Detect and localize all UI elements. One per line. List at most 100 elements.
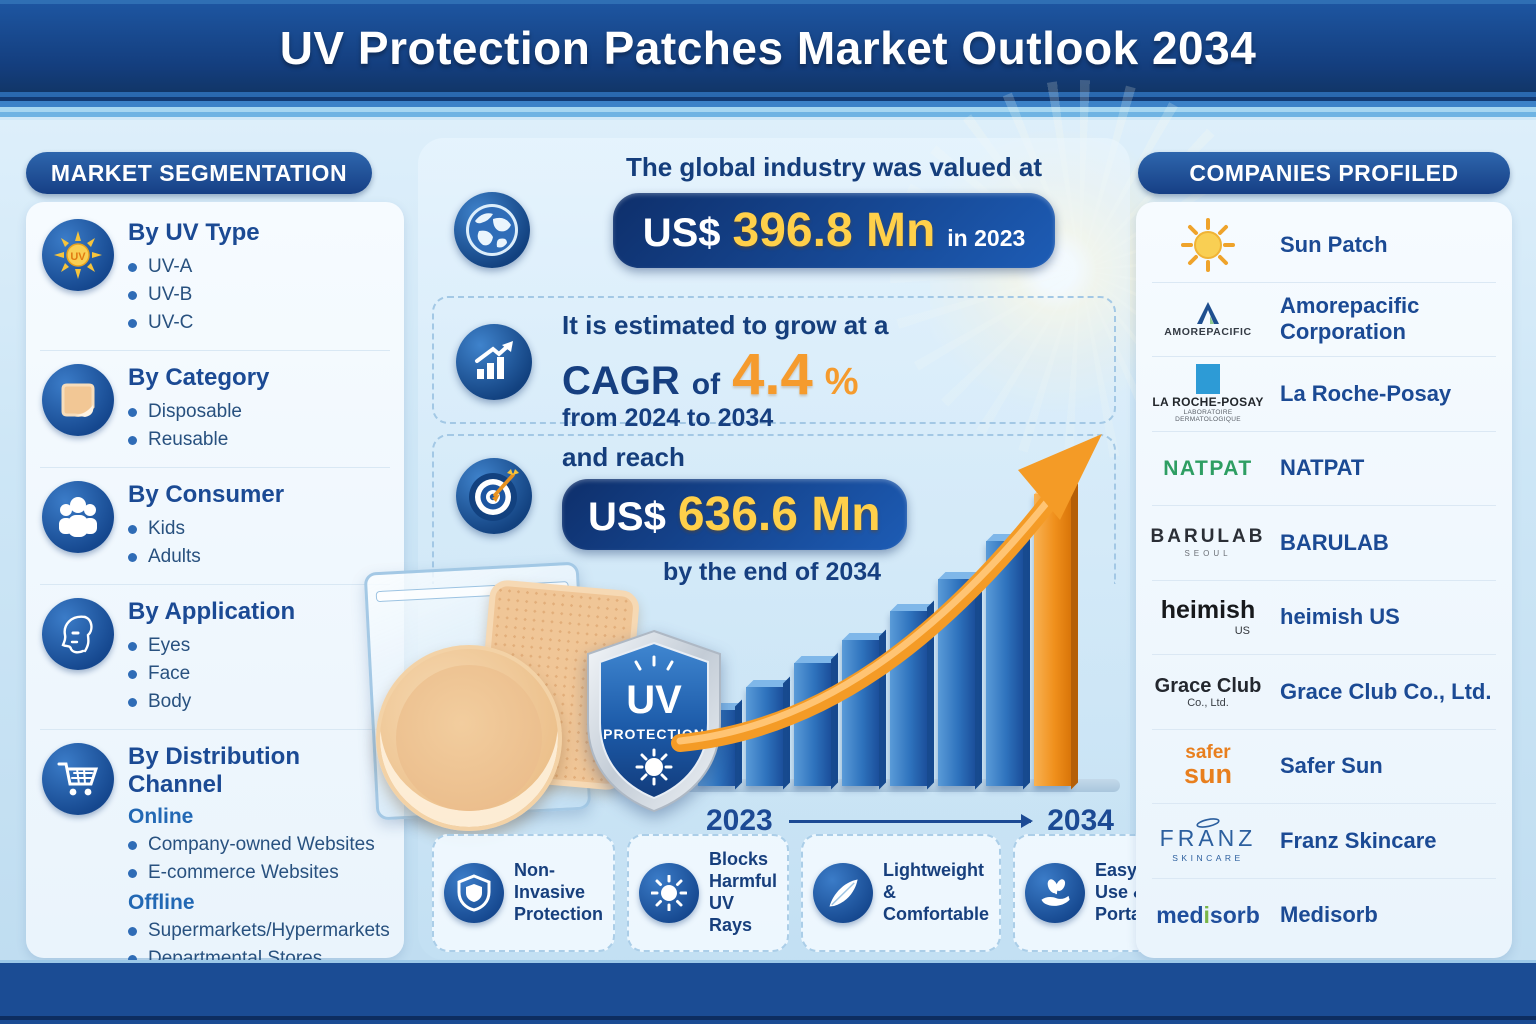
company-name: Grace Club Co., Ltd. (1280, 678, 1492, 704)
list-item: Adults (128, 543, 284, 571)
timeline-arrow-icon (788, 813, 1033, 828)
la-roche-posay-logo: LA ROCHE-POSAY LABORATOIRE DERMATOLOGIQU… (1152, 364, 1264, 423)
svg-text:UV: UV (70, 251, 86, 263)
chart-timeline: 2023 2034 (706, 804, 1114, 838)
company-row: heimish US heimish US (1152, 581, 1496, 655)
company-name: Safer Sun (1280, 753, 1383, 779)
franz-skincare-logo: FRANZ SKINCARE (1152, 818, 1264, 863)
list-item-label: Disposable (148, 401, 242, 422)
bullet-dot (128, 669, 137, 679)
logo-text: NATPAT (1163, 456, 1253, 480)
valuation-value: 396.8 Mn (732, 204, 936, 257)
company-row: safer sun Safer Sun (1152, 730, 1496, 804)
market-segmentation-panel: MARKET SEGMENTATION UV By UV T (26, 152, 404, 997)
logo-text-accent: i (1203, 901, 1210, 928)
segment-title: By Consumer (128, 481, 285, 508)
segment-uv-type: UV By UV Type UV-A UV-B UV-C (40, 206, 390, 351)
company-row: Sun Patch (1152, 208, 1496, 283)
timeline-end-label: 2034 (1047, 804, 1114, 837)
valuation-pill: US$ 396.8 Mn in 2023 (612, 193, 1056, 268)
segmentation-box: UV By UV Type UV-A UV-B UV-C (26, 202, 404, 997)
svg-text:UV: UV (626, 678, 682, 722)
channel-offline-label: Offline (128, 891, 195, 914)
currency-label: US$ (588, 495, 666, 539)
logo-text: AMOREPACIFIC (1164, 325, 1252, 338)
segmentation-header: MARKET SEGMENTATION (26, 152, 372, 194)
company-name: BARULAB (1280, 529, 1389, 555)
sun-icon (639, 863, 699, 923)
heimish-logo: heimish US (1152, 597, 1264, 637)
list-item-label: E-commerce Websites (148, 862, 339, 883)
cagr-intro: It is estimated to grow at a (562, 310, 889, 340)
logo-square (1196, 364, 1220, 395)
amorepacific-logo: AMOREPACIFIC (1152, 300, 1264, 339)
list-item-label: Adults (148, 546, 201, 567)
company-name: NATPAT (1280, 455, 1365, 481)
feature-label: Non-Invasive Protection (514, 860, 604, 924)
bullet-dot (128, 868, 137, 878)
bullet-dot (128, 641, 137, 651)
logo-subtext: sun (1183, 758, 1232, 789)
list-item-label: UV-B (148, 284, 193, 305)
list-item: Body (128, 688, 295, 716)
list-item: Reusable (128, 426, 269, 454)
company-row: BARULAB SEOUL BARULAB (1150, 506, 1496, 581)
bar (986, 541, 1023, 786)
valuation-intro: The global industry was valued at (625, 152, 1043, 182)
logo-text: LA ROCHE-POSAY (1152, 395, 1264, 410)
company-name: heimish US (1280, 604, 1400, 630)
banner-stripes-decoration (0, 92, 1536, 120)
uv-protection-shield-badge: UV PROTECTION (587, 629, 721, 813)
logo-subtext: Co., Ltd. (1187, 696, 1229, 709)
sun-uv-icon: UV (42, 219, 114, 291)
logo-text: BARULAB (1150, 525, 1266, 547)
logo-text: sorb (1209, 901, 1260, 928)
list-item-label: Face (148, 663, 191, 684)
company-row: med i sorb Medisorb (1152, 879, 1496, 953)
list-item-label: Body (148, 691, 192, 712)
bullet-dot (128, 290, 137, 300)
list-item: Eyes (128, 632, 295, 660)
bullet-dot (128, 524, 137, 534)
feather-icon (813, 863, 874, 923)
market-stats-panel: The global industry was valued at US$ 39… (363, 138, 1180, 960)
company-name: Amorepacific Corporation (1280, 293, 1420, 345)
globe-icon (454, 192, 530, 268)
company-name: Sun Patch (1280, 231, 1388, 257)
bar-2034-highlight (1034, 494, 1071, 786)
list-item-label: UV-C (148, 312, 194, 333)
list-item-label: Eyes (148, 635, 191, 656)
companies-box: Sun Patch AMOREPACIFIC Amorepacific Corp… (1136, 202, 1512, 958)
bullet-dot (128, 318, 137, 328)
bullet-dot (128, 926, 137, 936)
cagr-stat: It is estimated to grow at a CAGR of 4.4… (432, 296, 1116, 432)
cagr-percent-sign: % (824, 361, 859, 403)
logo-subtext: SEOUL (1184, 548, 1232, 558)
bullet-dot (128, 435, 137, 445)
shopping-cart-icon (42, 743, 114, 815)
list-item-label: Supermarkets/Hypermarkets (148, 920, 390, 941)
segment-category: By Category Disposable Reusable (40, 351, 390, 468)
product-visual: UV PROTECTION (360, 553, 730, 853)
bar (938, 579, 975, 786)
target-icon (456, 458, 532, 534)
companies-header: COMPANIES PROFILED (1138, 152, 1510, 194)
list-item: Disposable (128, 398, 269, 426)
logo-text: med (1156, 901, 1204, 928)
feature-label: Blocks Harmful UV Rays (709, 849, 778, 935)
currency-label: US$ (642, 211, 721, 255)
hand-leaf-icon (1025, 863, 1086, 923)
bar (842, 640, 879, 786)
list-item: UV-A (128, 253, 260, 281)
logo-text: FRANZ (1159, 825, 1257, 852)
feature-lightweight: Lightweight & Comfortable (801, 834, 1002, 952)
chart-bars (698, 486, 1106, 786)
list-item: UV-B (128, 281, 260, 309)
company-row: LA ROCHE-POSAY LABORATOIRE DERMATOLOGIQU… (1152, 357, 1496, 432)
sun-patch-logo (1152, 217, 1264, 273)
natpat-logo: NATPAT (1152, 457, 1264, 480)
list-item-label: Company-owned Websites (148, 834, 375, 855)
logo-subtext: US (1234, 624, 1250, 637)
bullet-dot (128, 262, 137, 272)
